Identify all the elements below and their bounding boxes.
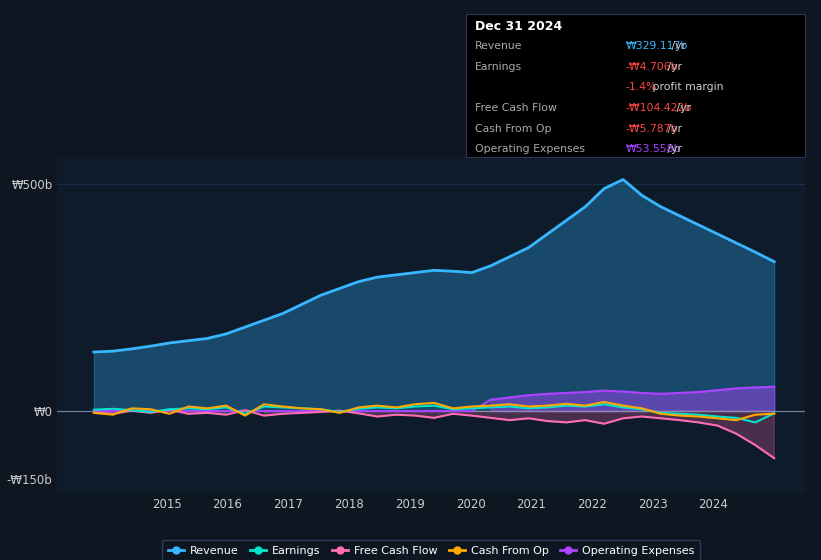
Text: Revenue: Revenue <box>475 41 523 51</box>
Text: /yr: /yr <box>663 62 681 72</box>
Text: -₩104.422b: -₩104.422b <box>626 103 692 113</box>
Text: Dec 31 2024: Dec 31 2024 <box>475 20 562 32</box>
Legend: Revenue, Earnings, Free Cash Flow, Cash From Op, Operating Expenses: Revenue, Earnings, Free Cash Flow, Cash … <box>162 540 700 560</box>
Text: /yr: /yr <box>663 124 681 134</box>
Text: profit margin: profit margin <box>649 82 724 92</box>
Text: ₩53.558b: ₩53.558b <box>626 144 681 155</box>
Text: -₩5.787b: -₩5.787b <box>626 124 678 134</box>
Text: -1.4%: -1.4% <box>626 82 657 92</box>
Text: Cash From Op: Cash From Op <box>475 124 552 134</box>
Text: /yr: /yr <box>668 41 686 51</box>
Text: Operating Expenses: Operating Expenses <box>475 144 585 155</box>
Text: Free Cash Flow: Free Cash Flow <box>475 103 557 113</box>
Text: /yr: /yr <box>663 144 681 155</box>
Text: -₩4.706b: -₩4.706b <box>626 62 678 72</box>
Text: ₩329.117b: ₩329.117b <box>626 41 688 51</box>
Text: Earnings: Earnings <box>475 62 522 72</box>
Text: /yr: /yr <box>673 103 691 113</box>
